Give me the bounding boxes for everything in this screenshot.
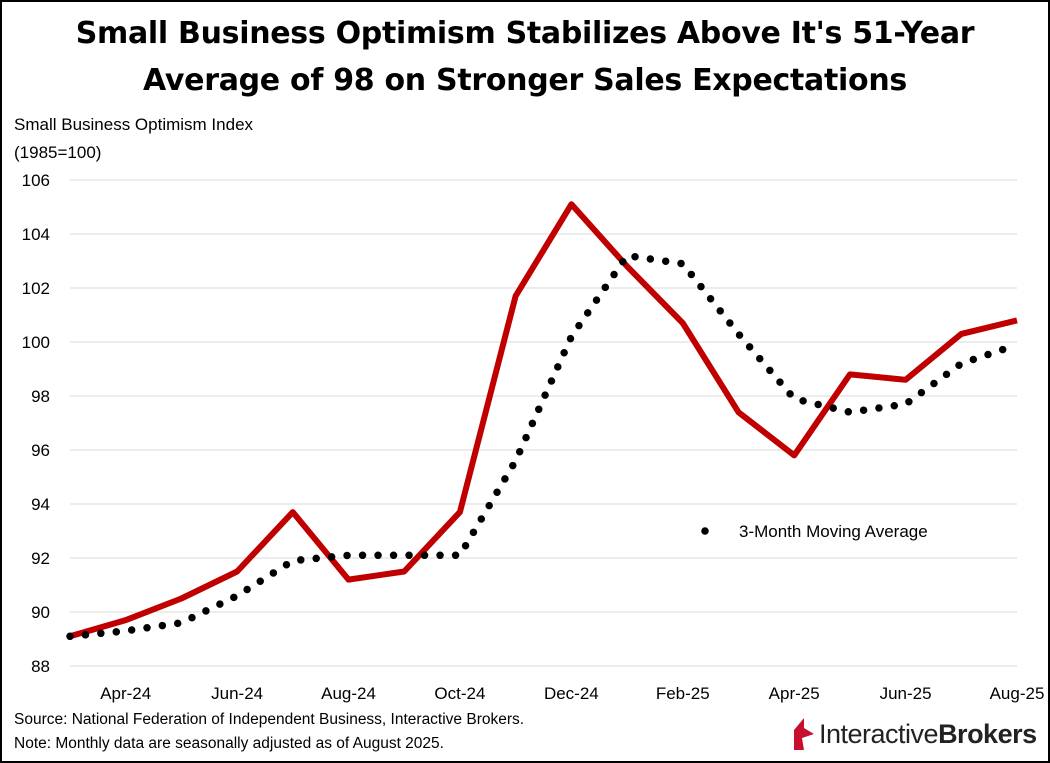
y-tick-label: 100 (22, 333, 50, 352)
y-tick-label: 88 (31, 657, 50, 676)
x-tick-label: Aug-25 (990, 684, 1045, 703)
chart-title-line-2: Average of 98 on Stronger Sales Expectat… (143, 63, 907, 98)
x-tick-label: Feb-25 (656, 684, 710, 703)
x-tick-label: Aug-24 (321, 684, 376, 703)
chart-title-line-1: Small Business Optimism Stabilizes Above… (75, 16, 975, 51)
y-tick-label: 94 (31, 495, 50, 514)
logo-word-interactive: Interactive (819, 718, 939, 749)
y-tick-label: 104 (22, 225, 50, 244)
moving-average-line (66, 251, 1021, 641)
y-tick-label: 98 (31, 387, 50, 406)
legend-label: 3-Month Moving Average (739, 522, 928, 541)
x-tick-label: Jun-24 (211, 684, 263, 703)
y-axis-label-line-1: Small Business Optimism Index (14, 115, 254, 134)
footnote: Note: Monthly data are seasonally adjust… (14, 735, 444, 752)
x-tick-label: Apr-24 (100, 684, 151, 703)
logo-word-brokers: Brokers (938, 718, 1037, 749)
optimism-index-line (69, 201, 1018, 640)
y-tick-label: 92 (31, 549, 50, 568)
source-note: Source: National Federation of Independe… (14, 711, 525, 728)
x-tick-label: Jun-25 (880, 684, 932, 703)
y-axis-label-line-2: (1985=100) (14, 143, 102, 162)
x-tick-label: Dec-24 (544, 684, 599, 703)
interactive-brokers-logo: InteractiveBrokers (792, 714, 1037, 754)
y-tick-label: 90 (31, 603, 50, 622)
y-tick-label: 102 (22, 279, 50, 298)
x-tick-label: Apr-25 (769, 684, 820, 703)
y-tick-label: 106 (22, 171, 50, 190)
x-tick-label: Oct-24 (434, 684, 485, 703)
logo-wordmark: InteractiveBrokers (819, 719, 1037, 750)
ib-logo-mark-icon (794, 718, 814, 750)
y-tick-label: 96 (31, 441, 50, 460)
